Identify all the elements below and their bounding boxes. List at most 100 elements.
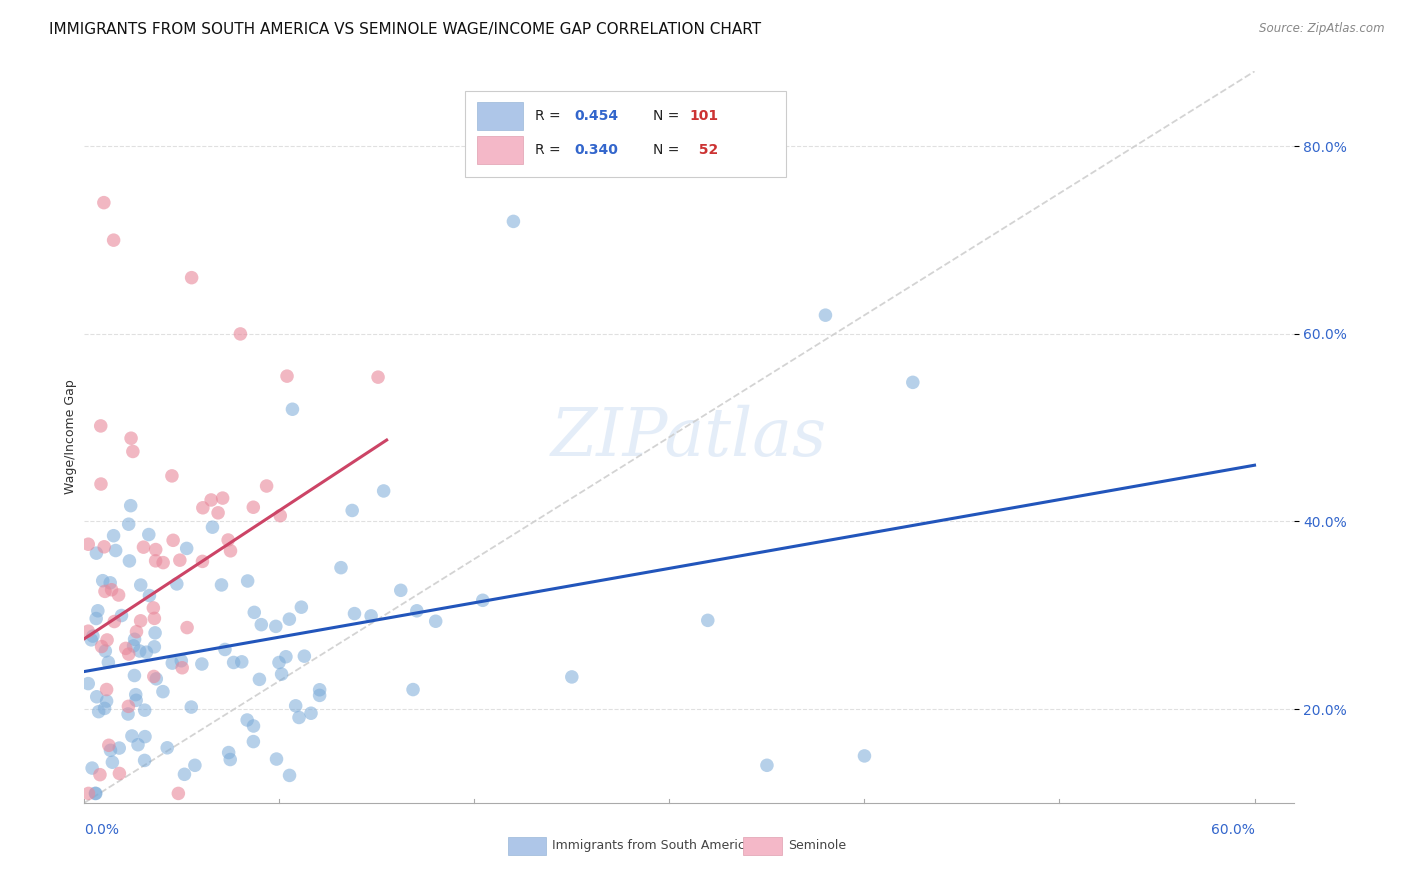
Point [266, 752, 288, 766]
Y-axis label: Wage/Income Gap: Wage/Income Gap [65, 380, 77, 494]
Point [93, 540, 115, 554]
Text: Source: ZipAtlas.com: Source: ZipAtlas.com [1260, 22, 1385, 36]
Point [108, 741, 131, 756]
Point [107, 588, 129, 602]
Point [96, 682, 118, 697]
Point [343, 607, 366, 621]
Point [100, 582, 122, 597]
FancyBboxPatch shape [744, 838, 782, 855]
Point [278, 612, 301, 626]
Point [138, 527, 160, 541]
Point [201, 520, 224, 534]
Point [110, 608, 132, 623]
Text: 0.340: 0.340 [574, 144, 619, 157]
Text: 52: 52 [689, 144, 718, 157]
Point [696, 613, 718, 627]
Text: N =: N = [652, 144, 683, 157]
Point [77, 786, 100, 800]
Point [89, 767, 111, 781]
Point [91, 574, 114, 588]
Point [87, 705, 110, 719]
Point [207, 506, 229, 520]
Point [853, 748, 876, 763]
Point [103, 615, 125, 629]
Point [373, 483, 395, 498]
Text: N =: N = [652, 109, 683, 123]
Point [814, 308, 837, 322]
Point [180, 270, 202, 285]
Point [901, 376, 924, 390]
FancyBboxPatch shape [478, 102, 523, 130]
Point [90, 477, 112, 491]
Point [97, 655, 120, 669]
Point [222, 656, 245, 670]
Point [82, 761, 104, 775]
Point [402, 682, 425, 697]
Point [134, 703, 156, 717]
Point [80, 632, 103, 647]
Point [200, 492, 222, 507]
Point [90, 640, 112, 654]
Point [82, 629, 104, 643]
Point [132, 540, 155, 554]
Point [94, 644, 117, 658]
Point [128, 644, 150, 658]
Point [229, 326, 252, 341]
Point [96, 632, 118, 647]
Point [176, 541, 198, 556]
Point [360, 608, 382, 623]
Point [93, 195, 115, 210]
Point [288, 710, 311, 724]
Point [169, 553, 191, 567]
Point [125, 688, 148, 702]
Text: Seminole: Seminole [789, 839, 846, 853]
Point [267, 656, 290, 670]
Point [755, 758, 778, 772]
Point [264, 619, 287, 633]
Point [180, 700, 202, 714]
Point [242, 500, 264, 515]
Point [330, 560, 353, 574]
Point [191, 554, 214, 568]
FancyBboxPatch shape [508, 838, 547, 855]
Point [242, 719, 264, 733]
Point [125, 693, 148, 707]
Point [292, 649, 315, 664]
Point [134, 730, 156, 744]
Point [162, 533, 184, 548]
Point [93, 701, 115, 715]
Point [166, 577, 188, 591]
Point [86, 690, 108, 704]
Point [561, 670, 583, 684]
Point [299, 706, 322, 721]
Point [87, 604, 110, 618]
Point [278, 768, 301, 782]
Point [84, 611, 107, 625]
Point [191, 500, 214, 515]
Point [117, 699, 139, 714]
Text: ZIPatlas: ZIPatlas [551, 404, 827, 470]
Point [129, 578, 152, 592]
Point [143, 611, 166, 625]
Point [118, 517, 141, 532]
Point [143, 625, 166, 640]
Point [114, 641, 136, 656]
Point [108, 766, 131, 780]
Point [276, 369, 298, 384]
Point [274, 649, 297, 664]
Point [405, 604, 427, 618]
FancyBboxPatch shape [478, 136, 523, 164]
Point [211, 491, 233, 505]
Text: IMMIGRANTS FROM SOUTH AMERICA VS SEMINOLE WAGE/INCOME GAP CORRELATION CHART: IMMIGRANTS FROM SOUTH AMERICA VS SEMINOL… [49, 22, 761, 37]
Point [143, 640, 166, 654]
Point [284, 698, 307, 713]
Point [425, 614, 447, 628]
Point [120, 431, 142, 445]
Point [217, 533, 239, 547]
Point [145, 542, 167, 557]
Point [145, 554, 167, 568]
Point [124, 668, 146, 682]
Text: 0.0%: 0.0% [84, 823, 120, 838]
Point [90, 418, 112, 433]
Point [214, 642, 236, 657]
